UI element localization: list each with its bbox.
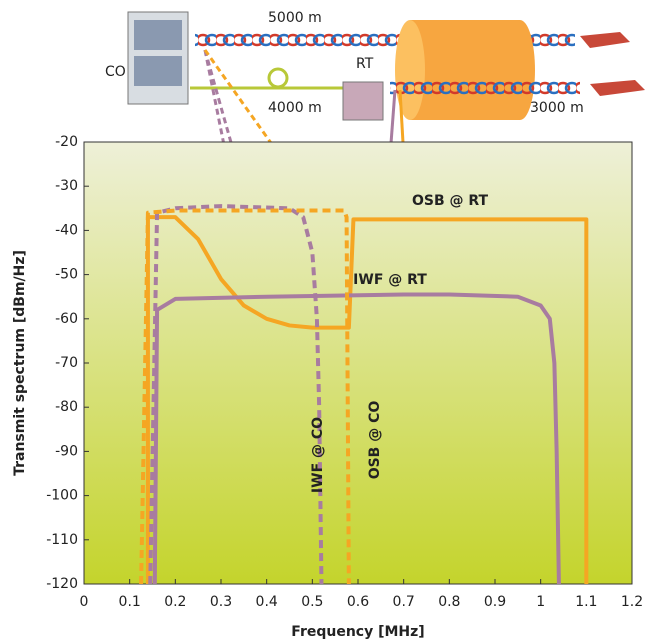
x-tick-label: 1.1 — [575, 594, 597, 610]
y-tick-label: -40 — [55, 222, 78, 238]
series-label: OSB @ RT — [412, 193, 489, 209]
y-tick-label: -110 — [46, 532, 78, 548]
y-tick-label: -80 — [55, 399, 78, 415]
y-tick-label: -70 — [55, 355, 78, 371]
x-tick-label: 0.3 — [210, 594, 232, 610]
y-tick-label: -90 — [55, 443, 78, 459]
cable — [390, 80, 580, 96]
y-tick-label: -60 — [55, 311, 78, 327]
x-tick-label: 0.8 — [438, 594, 460, 610]
y-axis-label: Transmit spectrum [dBm/Hz] — [12, 250, 28, 476]
co-rack-panel — [134, 20, 182, 50]
line — [139, 208, 351, 585]
y-tick-label: -20 — [55, 134, 78, 150]
modem — [590, 80, 645, 96]
x-tick-label: 1.2 — [621, 594, 643, 610]
series-label: IWF @ CO — [310, 417, 326, 493]
x-tick-label: 0.6 — [347, 594, 369, 610]
y-tick-label: -50 — [55, 267, 78, 283]
co-rack-panel — [134, 56, 182, 86]
rt-label: RT — [356, 56, 374, 72]
co-label: CO — [105, 64, 126, 80]
y-tick-label: -120 — [46, 576, 78, 592]
line — [145, 215, 589, 584]
modem — [580, 32, 630, 48]
cable-length: 5000 m — [268, 10, 322, 26]
y-tick-label: -30 — [55, 178, 78, 194]
arrow — [203, 49, 319, 210]
arrow — [203, 49, 257, 214]
x-tick-label: 0 — [80, 594, 89, 610]
arrow — [203, 49, 244, 206]
line — [148, 204, 324, 585]
y-tick-label: -100 — [46, 488, 78, 504]
x-tick-label: 0.7 — [393, 594, 415, 610]
cable-length: 4000 m — [268, 100, 322, 116]
x-tick-label: 0.4 — [256, 594, 278, 610]
series-label: IWF @ RT — [353, 272, 427, 288]
rt-cabinet — [342, 81, 384, 121]
line — [152, 292, 561, 585]
x-tick-label: 0.1 — [119, 594, 141, 610]
x-tick-label: 0.2 — [164, 594, 186, 610]
cable-coil — [267, 67, 289, 89]
x-tick-label: 0.9 — [484, 594, 506, 610]
x-tick-label: 0.5 — [301, 594, 323, 610]
cylinder — [410, 20, 535, 120]
plot-area — [83, 141, 633, 585]
x-tick-label: 1 — [536, 594, 545, 610]
cable-length: 3000 m — [530, 100, 584, 116]
series-label: OSB @ CO — [367, 401, 383, 480]
x-axis-label: Frequency [MHz] — [291, 624, 424, 640]
